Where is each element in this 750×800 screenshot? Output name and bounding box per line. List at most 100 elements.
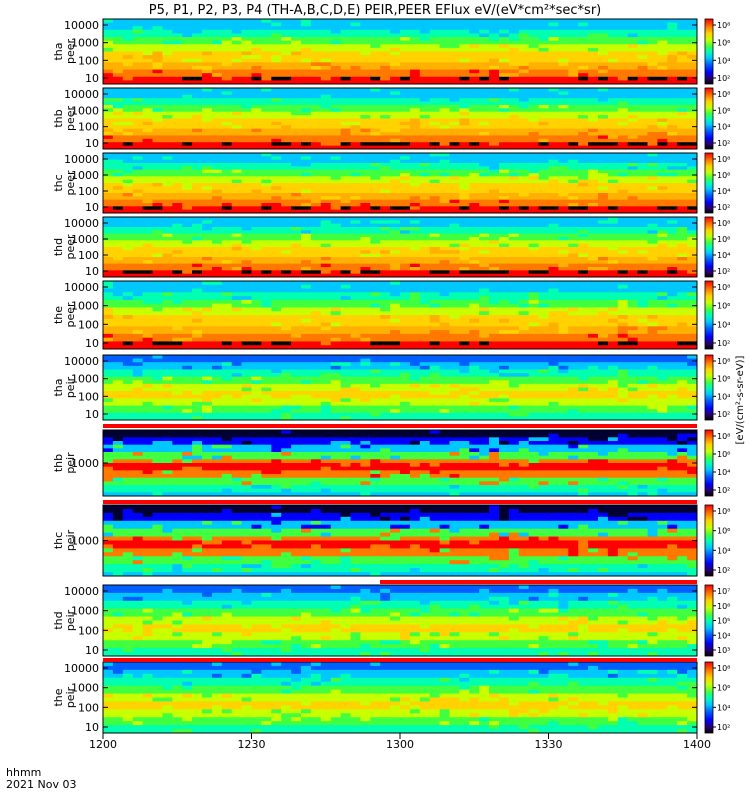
spectrogram-cell xyxy=(607,121,619,126)
panel-label-species: peer xyxy=(64,234,77,260)
spectrogram-cell xyxy=(241,303,252,308)
spectrogram-cell xyxy=(350,227,361,231)
spectrogram-cell xyxy=(152,199,163,204)
spectrogram-cell xyxy=(310,121,322,126)
spectrogram-cell xyxy=(687,179,698,184)
spectrogram-cell xyxy=(607,253,619,258)
spectrogram-cell xyxy=(489,260,500,265)
spectrogram-cell xyxy=(400,88,411,92)
spectrogram-cell xyxy=(548,40,559,45)
spectrogram-cell xyxy=(518,88,530,92)
spectrogram-cell xyxy=(687,128,698,133)
spectrogram-cell xyxy=(330,257,342,261)
spectrogram-cell xyxy=(231,233,243,238)
spectrogram-cell xyxy=(479,65,490,71)
spectrogram-cell xyxy=(449,91,460,96)
spectrogram-cell xyxy=(132,166,144,171)
spectrogram-cell xyxy=(489,88,500,92)
spectrogram-cell xyxy=(419,163,431,167)
spectrogram-cell xyxy=(588,142,599,147)
spectrogram-cell xyxy=(489,173,500,177)
spectrogram-cell xyxy=(657,65,668,71)
spectrogram-cell xyxy=(400,169,411,174)
spectrogram-cell xyxy=(528,33,540,38)
spectrogram-cell xyxy=(627,40,639,45)
spectrogram-cell xyxy=(598,203,609,207)
spectrogram-cell xyxy=(162,33,173,38)
spectrogram-cell xyxy=(508,247,520,251)
spectrogram-cell xyxy=(221,237,233,241)
spectrogram-cell xyxy=(449,118,460,123)
spectrogram-cell xyxy=(231,193,243,197)
spectrogram-cell xyxy=(350,91,361,96)
spectrogram-cell xyxy=(538,270,549,275)
spectrogram-cell xyxy=(617,288,629,293)
spectrogram-cell xyxy=(637,303,648,308)
spectrogram-cell xyxy=(558,118,569,123)
spectrogram-cell xyxy=(400,37,411,42)
spectrogram-cell xyxy=(687,270,698,275)
spectrogram-cell xyxy=(459,166,470,171)
spectrogram-cell xyxy=(598,193,609,197)
spectrogram-cell xyxy=(251,183,262,187)
spectrogram-cell xyxy=(251,121,262,126)
spectrogram-cell xyxy=(578,128,589,133)
spectrogram-cell xyxy=(598,132,609,136)
spectrogram-cell xyxy=(677,62,688,67)
spectrogram-cell xyxy=(241,118,252,123)
spectrogram-cell xyxy=(598,58,609,63)
spectrogram-cell xyxy=(330,94,342,99)
spectrogram-cell xyxy=(152,135,163,140)
spectrogram-cell xyxy=(528,240,540,245)
spectrogram-cell xyxy=(538,233,549,238)
spectrogram-cell xyxy=(390,223,401,228)
spectrogram-cell xyxy=(607,108,619,113)
spectrogram-cell xyxy=(459,138,470,143)
spectrogram-cell xyxy=(588,19,599,24)
spectrogram-cell xyxy=(291,233,302,238)
spectrogram-cell xyxy=(499,98,510,103)
spectrogram-cell xyxy=(568,108,579,113)
spectrogram-cell xyxy=(172,88,183,92)
spectrogram-cell xyxy=(459,203,470,207)
spectrogram-cell xyxy=(518,166,530,171)
spectrogram-cell xyxy=(182,179,193,184)
spectrogram-cell xyxy=(617,209,629,214)
spectrogram-cell xyxy=(231,115,243,119)
spectrogram-cell xyxy=(221,33,233,38)
spectrogram-cell xyxy=(499,121,510,126)
spectrogram-cell xyxy=(122,223,134,228)
spectrogram-cell xyxy=(231,111,243,116)
spectrogram-cell xyxy=(291,173,302,177)
spectrogram-cell xyxy=(419,40,431,45)
spectrogram-cell xyxy=(429,37,441,42)
spectrogram-cell xyxy=(499,217,510,221)
spectrogram-cell xyxy=(568,111,579,116)
spectrogram-cell xyxy=(271,179,282,184)
spectrogram-cell xyxy=(182,163,193,167)
spectrogram-cell xyxy=(241,176,252,181)
spectrogram-cell xyxy=(528,125,540,130)
spectrogram-cell xyxy=(400,101,411,106)
spectrogram-cell xyxy=(182,145,193,150)
spectrogram-cell xyxy=(162,108,173,113)
spectrogram-cell xyxy=(489,166,500,171)
spectrogram-cell xyxy=(380,223,391,228)
spectrogram-cell xyxy=(301,196,312,201)
spectrogram-cell xyxy=(499,267,510,271)
spectrogram-cell xyxy=(261,101,272,106)
spectrogram-cell xyxy=(340,108,351,113)
spectrogram-cell xyxy=(261,58,272,63)
spectrogram-cell xyxy=(241,104,252,109)
spectrogram-cell xyxy=(607,206,619,211)
spectrogram-cell xyxy=(489,270,500,275)
spectrogram-cell xyxy=(627,233,639,238)
spectrogram-cell xyxy=(657,292,668,297)
spectrogram-cell xyxy=(518,217,530,221)
spectrogram-cell xyxy=(152,183,163,187)
spectrogram-cell xyxy=(192,76,203,81)
spectrogram-cell xyxy=(301,263,312,268)
spectrogram-cell xyxy=(558,299,569,305)
spectrogram-cell xyxy=(132,88,144,92)
spectrogram-cell xyxy=(459,62,470,67)
